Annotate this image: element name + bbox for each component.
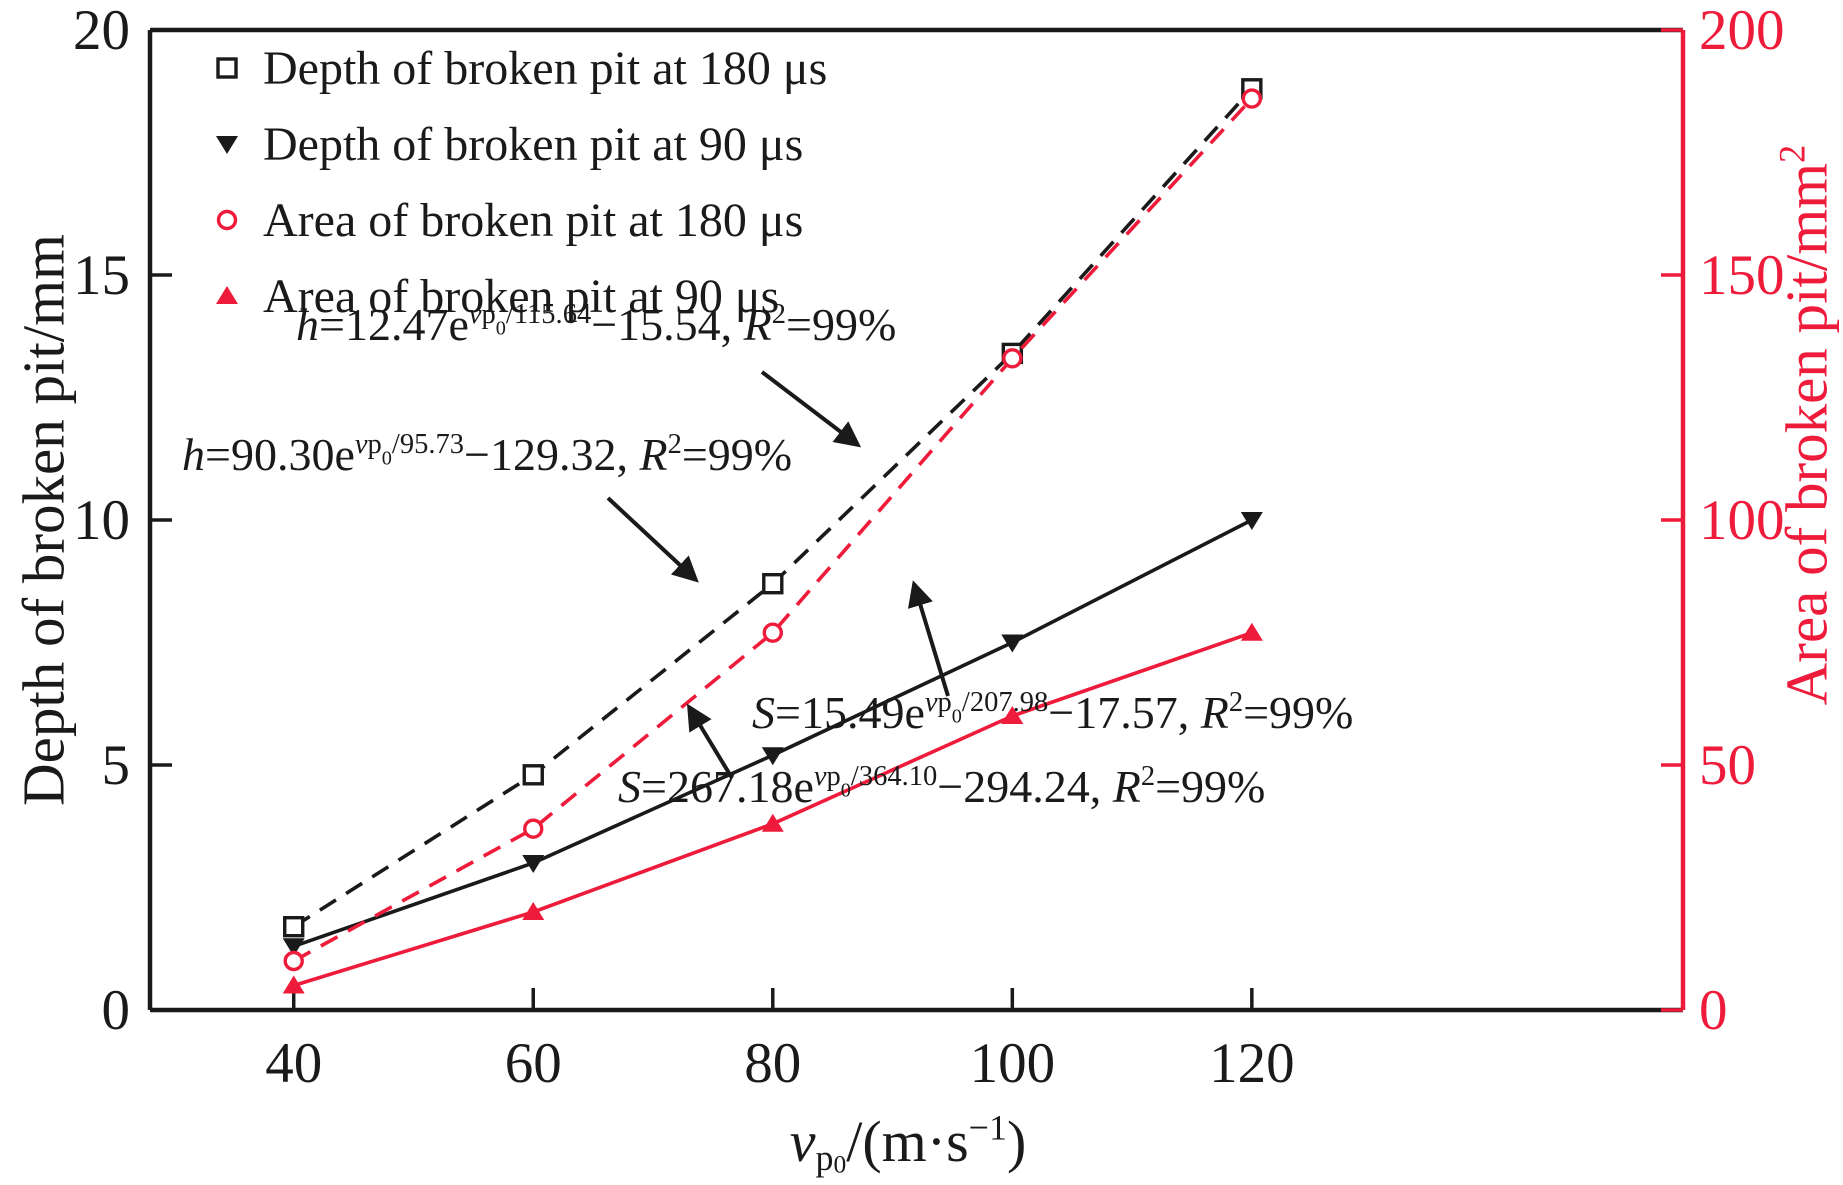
y-left-axis-title: Depth of broken pit/mm xyxy=(10,234,77,806)
series-2 xyxy=(282,512,1263,957)
y-right-tick-label: 100 xyxy=(1699,489,1785,552)
legend-marker-filled-triangle-up-icon xyxy=(216,286,238,304)
series-4 xyxy=(282,622,1263,994)
marker-filled-triangle-up xyxy=(216,286,238,304)
annotation-eq-h-1: h=12.47evp0/115.64−15.54, R2=99% xyxy=(296,298,897,350)
marker-filled-triangle-up xyxy=(761,813,784,832)
annotation-arrow xyxy=(606,496,699,583)
marker-open-circle xyxy=(283,950,304,972)
marker-open-square xyxy=(522,764,544,786)
y-right-tick-label: 200 xyxy=(1699,0,1785,62)
annotation-arrows xyxy=(606,370,950,780)
marker-filled-triangle-down xyxy=(761,747,784,766)
legend-item: Area of broken pit at 180 μs xyxy=(205,182,827,258)
legend: Depth of broken pit at 180 μs Depth of br… xyxy=(205,30,827,334)
series-3 xyxy=(283,88,1263,972)
x-axis-title: vp0/(m·s−1) xyxy=(789,1107,1027,1179)
marker-filled-triangle-down xyxy=(1001,634,1024,653)
marker-filled-triangle-up xyxy=(282,975,305,994)
y-right-axis-title: Area of broken pit/mm2 xyxy=(1771,144,1840,706)
marker-filled-triangle-up xyxy=(1001,706,1024,724)
marker-open-square xyxy=(283,916,305,938)
marker-open-square xyxy=(762,573,784,595)
legend-item: Area of broken pit at 90 μs xyxy=(205,258,827,334)
marker-open-square xyxy=(216,57,238,79)
annotation-arrow xyxy=(907,580,950,697)
x-tick-label: 100 xyxy=(970,1032,1056,1095)
y-left-tick-label: 15 xyxy=(73,244,130,307)
x-tick-label: 80 xyxy=(744,1032,801,1095)
y-right-tick-label: 150 xyxy=(1699,244,1785,307)
annotation-arrow xyxy=(686,703,734,780)
marker-filled-triangle-down xyxy=(282,938,305,957)
x-tick-label: 40 xyxy=(265,1032,322,1095)
marker-filled-triangle-up xyxy=(1240,622,1263,641)
marker-filled-triangle-down xyxy=(522,855,545,873)
legend-item: Depth of broken pit at 90 μs xyxy=(205,106,827,182)
series-line xyxy=(292,97,1254,963)
legend-label: Area of broken pit at 180 μs xyxy=(263,193,804,247)
y-left-tick-label: 0 xyxy=(102,979,131,1042)
marker-open-circle xyxy=(762,622,783,643)
legend-marker-open-circle-icon xyxy=(216,209,238,231)
annotation-arrow xyxy=(760,370,862,448)
y-left-tick-label: 5 xyxy=(102,734,131,797)
x-tick-label: 120 xyxy=(1209,1032,1295,1095)
legend-marker-filled-triangle-down-icon xyxy=(216,136,238,154)
marker-open-circle xyxy=(1002,348,1023,369)
y-left-tick-label: 10 xyxy=(73,489,130,552)
marker-filled-triangle-down xyxy=(1240,512,1263,530)
legend-label: Depth of broken pit at 180 μs xyxy=(263,41,828,95)
y-right-tick-label: 0 xyxy=(1699,979,1728,1042)
legend-label: Area of broken pit at 90 μs xyxy=(263,269,780,323)
annotation-eq-s-2: S=267.18evp0/364.10−294.24, R2=99% xyxy=(618,760,1266,812)
legend-marker-open-square-icon xyxy=(216,57,238,79)
marker-filled-triangle-up xyxy=(522,902,545,920)
marker-filled-triangle-down xyxy=(216,136,238,154)
legend-label: Depth of broken pit at 90 μs xyxy=(263,117,804,171)
annotation-eq-h-2: h=90.30evp0/95.73−129.32, R2=99% xyxy=(182,428,793,480)
x-tick-label: 60 xyxy=(505,1032,562,1095)
marker-open-circle xyxy=(1241,88,1263,109)
y-right-tick-label: 50 xyxy=(1699,734,1756,797)
annotation-eq-s-1: S=15.49evp0/207.98−17.57, R2=99% xyxy=(752,686,1354,738)
marker-open-circle xyxy=(523,818,544,839)
legend-item: Depth of broken pit at 180 μs xyxy=(205,30,827,106)
series-layer xyxy=(282,78,1263,994)
y-left-tick-label: 20 xyxy=(73,0,130,62)
marker-open-circle xyxy=(216,209,238,231)
